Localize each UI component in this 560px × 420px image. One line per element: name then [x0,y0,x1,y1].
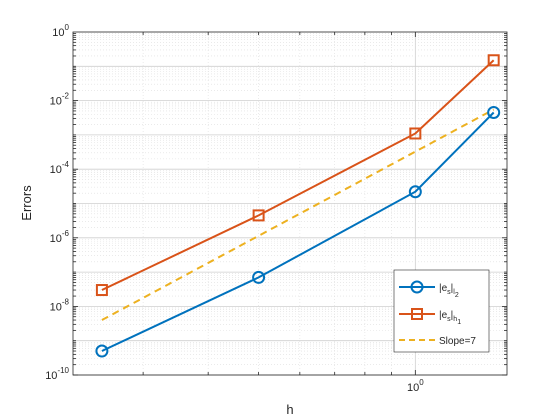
legend-entry-l2: |es|l2 [399,280,459,299]
y-tick-exponent: -10 [57,366,69,375]
data-point-circle [252,270,266,284]
y-tick-exponent: -2 [62,92,70,101]
legend-h1-s: s [447,316,451,323]
legend-label-l2: |es|l2 [439,283,459,299]
grid [73,32,507,376]
legend-box [393,269,490,353]
legend-h1-subsub: 1 [457,319,461,326]
y-tick-label: 10-6 [50,229,70,245]
legend-h1-sub: h [453,316,457,323]
y-tick-base: 10 [50,233,62,245]
y-tick-label: 10-2 [50,92,70,108]
legend-label-slope: Slope=7 [439,336,476,347]
legend-l2-s: s [447,289,451,296]
series-line-0 [101,111,495,352]
legend-marker-h1 [411,308,423,320]
y-tick-base: 10 [45,370,57,382]
data-point-circle [95,344,109,358]
series-line-1 [101,59,495,291]
data-point-square [487,54,500,67]
x-tick-label: 100 [407,378,424,394]
legend-h1-bar: | [451,310,454,321]
legend-h1-main: |e [439,310,448,321]
series-line-2 [101,108,495,321]
y-tick-label: 10-4 [50,160,70,176]
y-axis-label: Errors [19,185,34,221]
series-layer [95,54,501,358]
data-point-circle [487,105,501,119]
legend-l2-main: |e [439,283,448,294]
legend: |es|l2 |es|h1 Slope=7 [393,269,490,353]
y-tick-base: 10 [50,96,62,108]
legend-entry-h1: |es|h1 [399,308,461,326]
legend-entry-slope: Slope=7 [399,336,476,347]
y-tick-exponent: 0 [65,23,70,32]
legend-l2-bar: | [451,283,454,294]
legend-label-h1: |es|h1 [439,310,461,326]
y-tick-exponent: -4 [62,160,70,169]
data-point-square [252,209,265,222]
x-tick-exponent: 0 [419,378,424,387]
y-tick-label: 10-8 [50,297,70,313]
y-tick-base: 10 [50,301,62,313]
y-tick-exponent: -6 [62,229,70,238]
x-tick-base: 10 [407,382,419,394]
legend-l2-subsub: 2 [455,292,459,299]
legend-marker-l2 [410,280,424,294]
x-axis-label: h [286,402,293,417]
data-point-circle [408,185,422,199]
data-point-square [95,284,108,297]
y-tick-label: 10-10 [45,366,69,382]
legend-l2-sub: l [453,289,455,296]
y-tick-exponent: -8 [62,297,70,306]
y-tick-label: 100 [52,23,69,39]
ticks [73,32,507,376]
y-tick-base: 10 [52,27,64,39]
y-tick-base: 10 [50,164,62,176]
data-point-square [409,127,422,140]
